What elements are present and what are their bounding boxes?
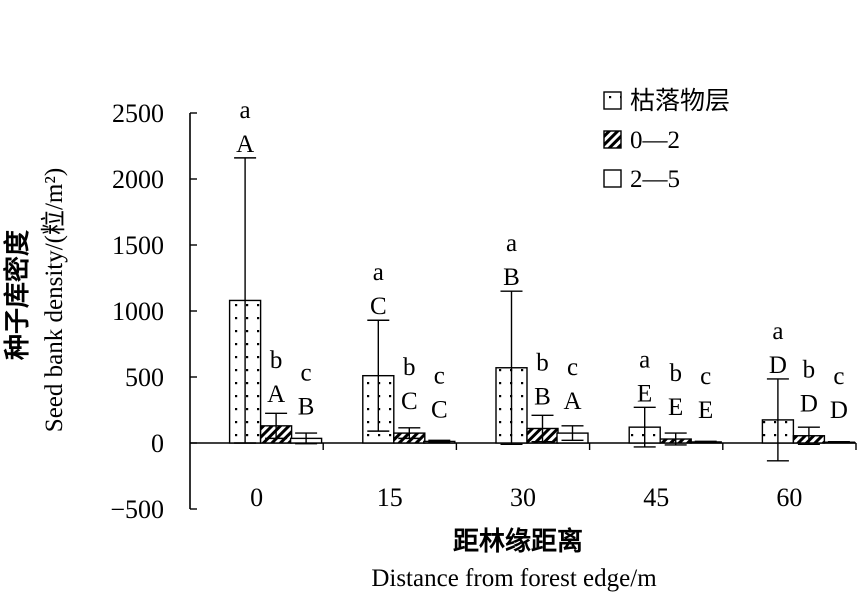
y-tick-label: 2500 xyxy=(112,99,164,128)
significance-letter-lower-case: b xyxy=(536,349,549,376)
significance-letter-upper-case: A xyxy=(236,131,254,158)
x-tick-label: 60 xyxy=(776,483,802,512)
x-axis-title-cn: 距林缘距离 xyxy=(453,526,583,556)
legend-label: 0—2 xyxy=(630,127,680,154)
y-tick-label: 500 xyxy=(125,363,164,392)
x-tick-label: 15 xyxy=(377,483,403,512)
significance-letter-upper-case: A xyxy=(267,381,285,408)
legend-label: 2—5 xyxy=(630,166,680,193)
significance-letter-lower-case: a xyxy=(240,97,251,124)
legend-swatch xyxy=(603,169,622,188)
legend-label: 枯落物层 xyxy=(630,87,730,115)
x-tick-label: 0 xyxy=(250,483,263,512)
significance-letter-upper-case: B xyxy=(503,264,520,291)
labels: 0 15 30 45 60 距林缘距离 Distance from forest edge/… xyxy=(2,97,848,592)
legend-swatch xyxy=(603,130,622,149)
significance-letter-lower-case: b xyxy=(403,354,416,381)
y-axis-title-en: Seed bank density/(粒/m²) xyxy=(40,168,68,432)
axes: 2500 2000 1500 1000 500 0 −500 xyxy=(110,99,857,524)
significance-letter-lower-case: c xyxy=(833,363,844,390)
y-axis-title-cn: 种子库密度 xyxy=(2,230,32,360)
x-tick-label: 30 xyxy=(510,483,536,512)
y-tick-label: −500 xyxy=(110,495,164,524)
significance-letter-upper-case: A xyxy=(563,388,581,415)
significance-letter-upper-case: D xyxy=(769,352,787,379)
significance-letter-upper-case: C xyxy=(431,396,448,423)
significance-letter-lower-case: b xyxy=(803,357,816,384)
significance-letter-upper-case: B xyxy=(534,383,551,410)
significance-letter-upper-case: E xyxy=(668,394,683,421)
significance-letter-lower-case: c xyxy=(301,359,312,386)
significance-letter-upper-case: E xyxy=(698,397,713,424)
significance-letter-upper-case: C xyxy=(401,388,418,415)
x-axis-title-en: Distance from forest edge/m xyxy=(371,565,657,592)
bars xyxy=(228,157,856,462)
x-tick-label: 45 xyxy=(643,483,669,512)
y-tick-label: 1500 xyxy=(112,231,164,260)
significance-letter-upper-case: B xyxy=(298,393,315,420)
significance-letter-upper-case: C xyxy=(370,293,387,320)
significance-letter-upper-case: D xyxy=(800,391,818,418)
y-tick-label: 1000 xyxy=(112,297,164,326)
significance-letter-lower-case: a xyxy=(639,346,650,373)
significance-letter-lower-case: c xyxy=(567,354,578,381)
significance-letter-lower-case: a xyxy=(772,318,783,345)
y-tick-label: 0 xyxy=(151,429,164,458)
significance-letter-upper-case: E xyxy=(637,380,652,407)
significance-letter-lower-case: b xyxy=(270,347,283,374)
significance-letter-lower-case: a xyxy=(506,230,517,257)
significance-letter-lower-case: b xyxy=(669,360,682,387)
significance-letter-upper-case: D xyxy=(830,397,848,424)
significance-letter-lower-case: c xyxy=(700,363,711,390)
legend: 枯落物层 0—2 2—5 xyxy=(603,87,730,193)
significance-letter-lower-case: c xyxy=(434,362,445,389)
legend-swatch xyxy=(603,91,622,110)
y-tick-label: 2000 xyxy=(112,165,164,194)
significance-letter-lower-case: a xyxy=(373,259,384,286)
